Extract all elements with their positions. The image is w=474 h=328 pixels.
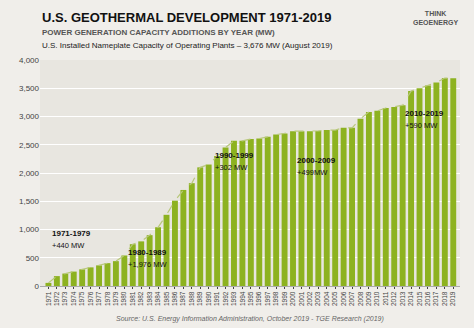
svg-text:2002: 2002 [306,291,313,306]
svg-text:1971-1979: 1971-1979 [52,229,91,238]
svg-text:U.S. GEOTHERMAL DEVELOPMENT 19: U.S. GEOTHERMAL DEVELOPMENT 1971-2019 [42,10,331,25]
svg-text:2012: 2012 [390,291,397,306]
svg-text:2009: 2009 [365,291,372,306]
svg-text:+1,976 MW: +1,976 MW [128,260,167,269]
svg-text:1995: 1995 [247,291,254,306]
svg-text:+590 MW: +590 MW [405,121,438,130]
svg-text:1979: 1979 [112,291,119,306]
svg-text:1998: 1998 [272,291,279,306]
svg-text:1980: 1980 [120,291,127,306]
svg-text:1975: 1975 [78,291,85,306]
svg-text:2008: 2008 [357,291,364,306]
svg-text:1993: 1993 [230,291,237,306]
svg-text:2,000: 2,000 [19,169,40,178]
svg-text:1973: 1973 [61,291,68,306]
svg-text:1992: 1992 [222,291,229,306]
svg-text:1983: 1983 [146,291,153,306]
svg-text:1981: 1981 [129,291,136,306]
svg-text:2005: 2005 [331,291,338,306]
svg-text:1977: 1977 [95,291,102,306]
svg-text:+302 MW: +302 MW [215,163,248,172]
svg-text:1994: 1994 [239,291,246,306]
svg-text:2014: 2014 [407,291,414,306]
svg-text:2000: 2000 [289,291,296,306]
svg-text:500: 500 [26,254,40,263]
svg-text:2000-2009: 2000-2009 [297,156,336,165]
svg-text:1996: 1996 [255,291,262,306]
svg-text:2004: 2004 [323,291,330,306]
svg-text:2006: 2006 [340,291,347,306]
svg-text:1990: 1990 [205,291,212,306]
svg-text:Source: U.S. Energy Informatio: Source: U.S. Energy Information Administ… [116,315,384,323]
svg-text:1990-1999: 1990-1999 [215,151,254,160]
svg-text:1986: 1986 [171,291,178,306]
svg-text:2011: 2011 [382,291,389,305]
svg-text:2,500: 2,500 [19,141,40,150]
svg-text:1988: 1988 [188,291,195,306]
svg-text:1971: 1971 [45,291,52,306]
svg-text:2003: 2003 [314,291,321,306]
svg-text:1999: 1999 [281,291,288,306]
svg-text:1982: 1982 [137,291,144,306]
svg-text:3,500: 3,500 [19,84,40,93]
svg-text:2007: 2007 [348,291,355,306]
svg-text:4,000: 4,000 [19,56,40,65]
svg-text:+499MW: +499MW [297,168,328,177]
svg-text:1,500: 1,500 [19,197,40,206]
svg-text:1974: 1974 [70,291,77,306]
svg-text:POWER GENERATION CAPACITY ADDI: POWER GENERATION CAPACITY ADDITIONS BY Y… [42,28,275,37]
svg-text:1972: 1972 [53,291,60,306]
svg-text:2015: 2015 [416,291,423,306]
svg-text:1987: 1987 [179,291,186,306]
svg-text:2010: 2010 [373,291,380,306]
svg-text:2013: 2013 [399,291,406,306]
svg-text:1985: 1985 [163,291,170,306]
svg-text:1,000: 1,000 [19,225,40,234]
svg-text:1984: 1984 [154,291,161,306]
svg-text:2010-2019: 2010-2019 [405,109,444,118]
svg-text:2016: 2016 [424,291,431,306]
svg-text:1980-1989: 1980-1989 [128,248,167,257]
svg-text:1997: 1997 [264,291,271,306]
svg-text:1989: 1989 [196,291,203,306]
svg-text:3,000: 3,000 [19,112,40,121]
svg-text:1978: 1978 [104,291,111,306]
svg-text:2019: 2019 [449,291,456,306]
svg-text:2018: 2018 [441,291,448,306]
svg-text:+440 MW: +440 MW [52,241,85,250]
svg-text:1991: 1991 [213,291,220,306]
svg-text:U.S. Installed Nameplate Capac: U.S. Installed Nameplate Capacity of Ope… [42,41,333,50]
svg-text:2001: 2001 [298,291,305,306]
svg-text:0: 0 [35,282,40,291]
svg-text:THINKGEOENERGY: THINKGEOENERGY [413,10,458,26]
svg-text:1976: 1976 [87,291,94,306]
svg-text:2017: 2017 [433,291,440,306]
